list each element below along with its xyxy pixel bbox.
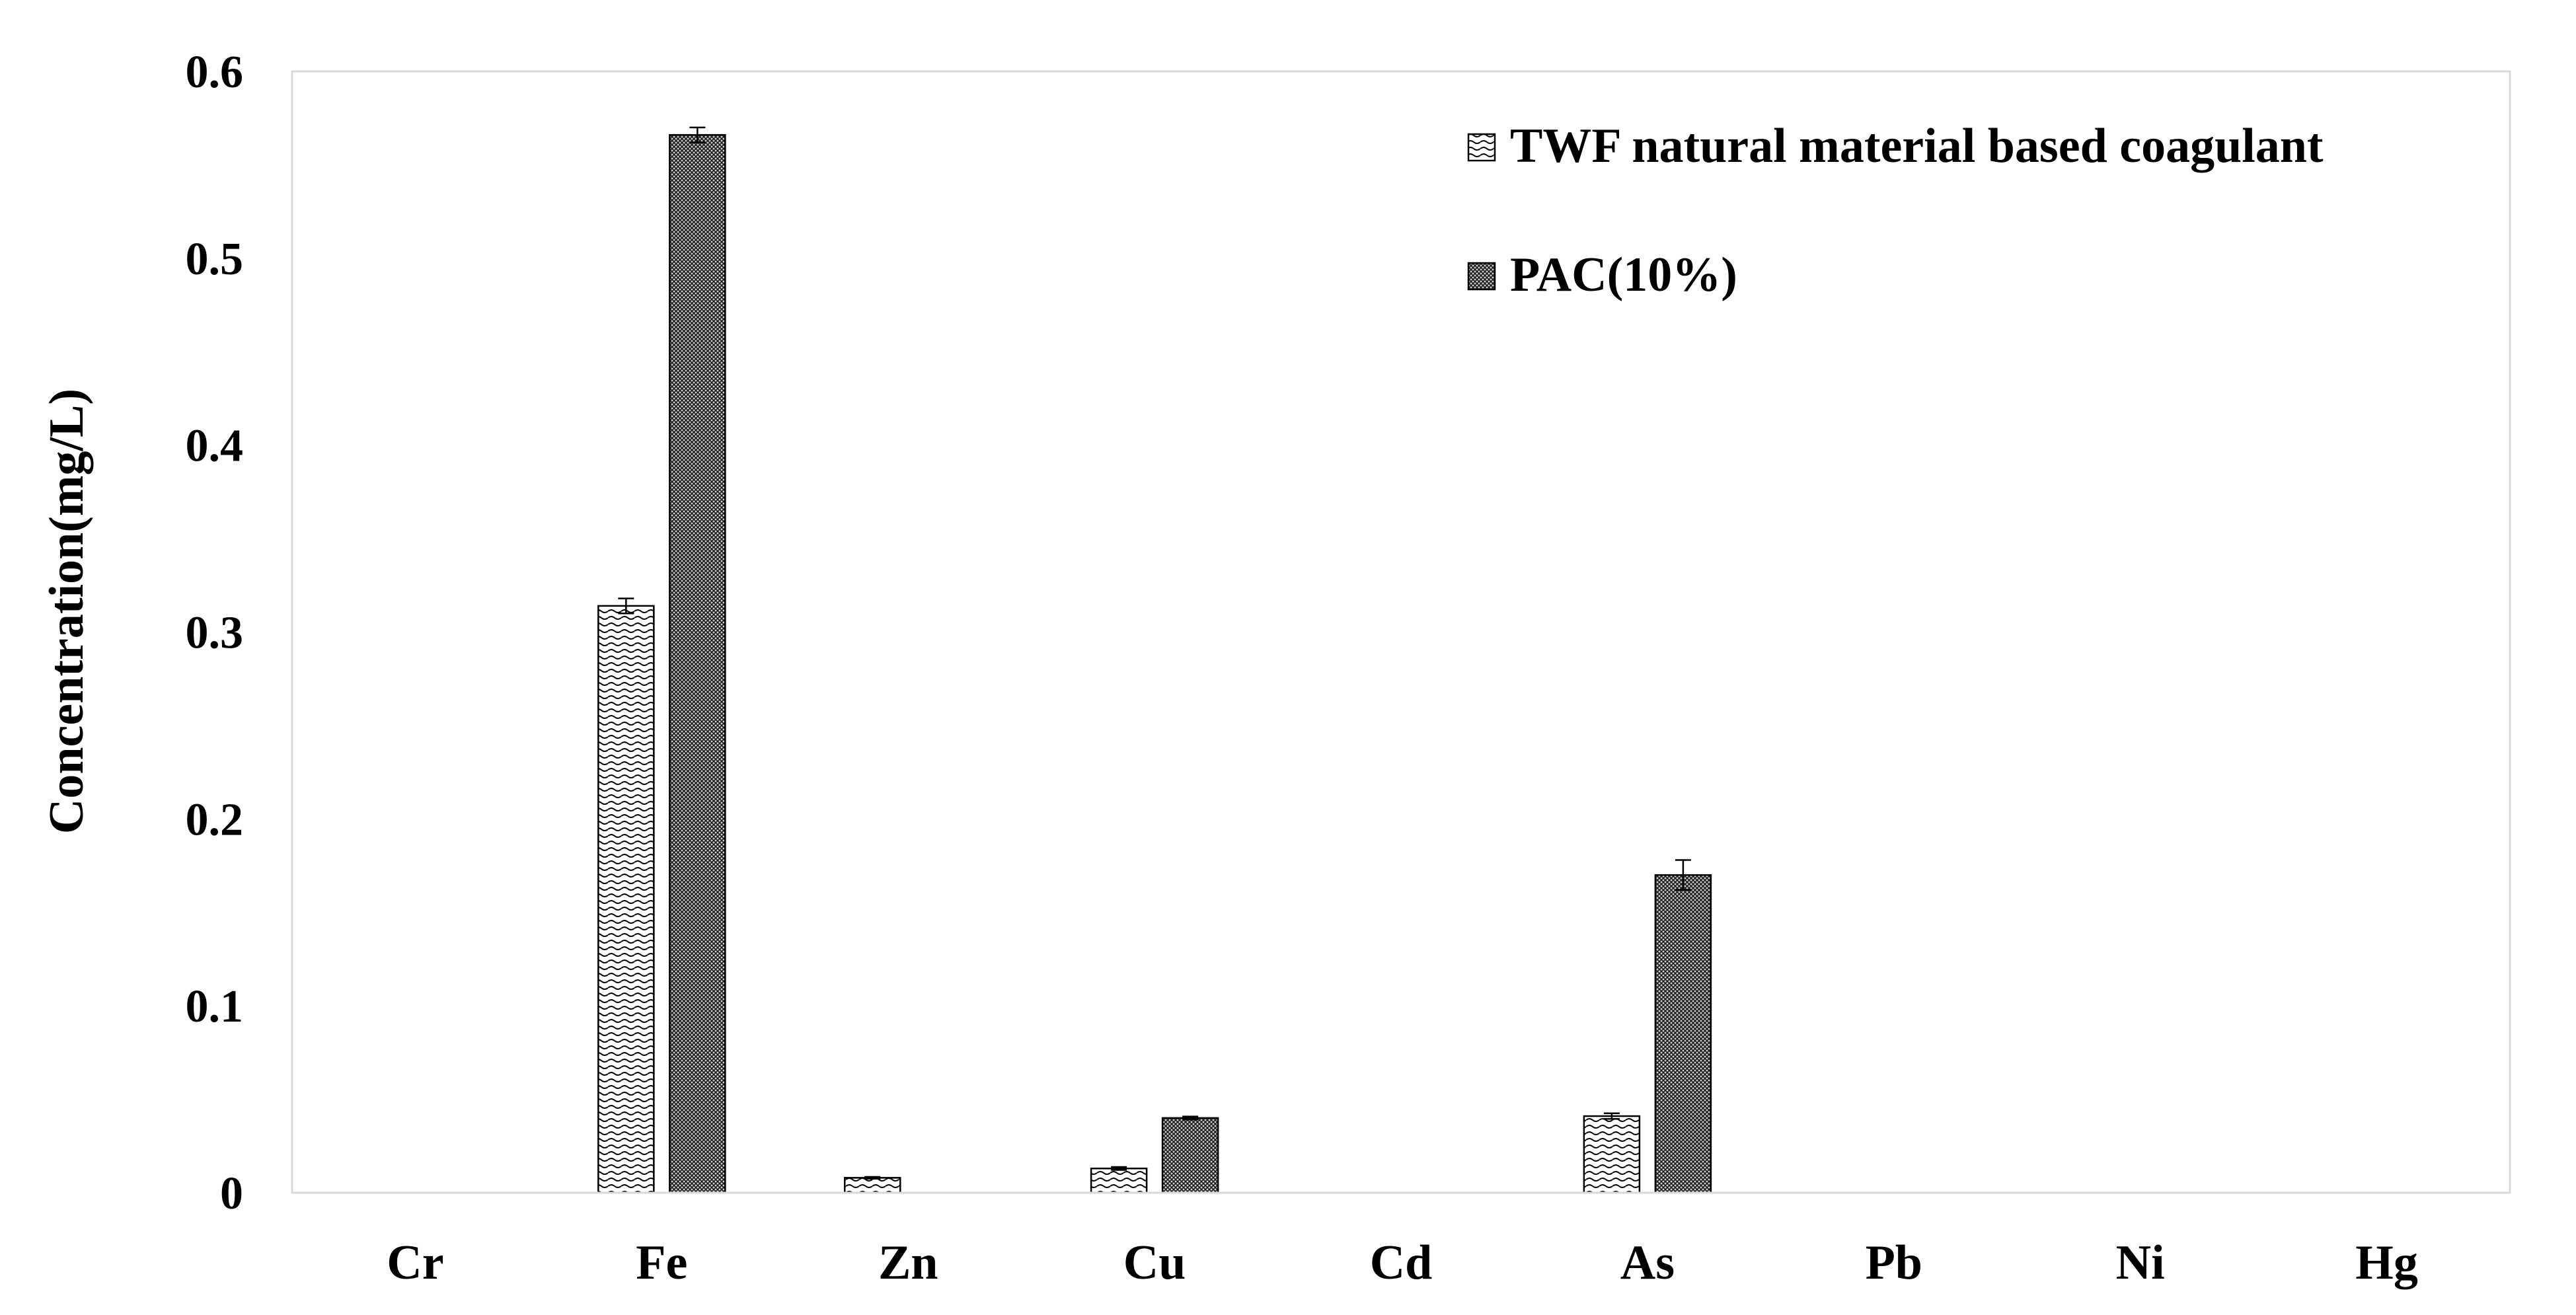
bar [843, 1177, 901, 1194]
x-axis: Cr Fe Zn Cu Cd As Pb Ni Hg [292, 1191, 2510, 1290]
legend: TWF natural material based coagulant PAC(… [1467, 119, 2324, 302]
legend-swatch [1467, 262, 1496, 291]
x-tick-label: As [1620, 1236, 1675, 1290]
x-tick-label: Zn [878, 1236, 938, 1290]
x-tick-label: Cu [1123, 1236, 1186, 1290]
y-tick-label: 0 [220, 1168, 243, 1219]
y-tick-label: 0.3 [186, 608, 244, 659]
legend-label: TWF natural material based coagulant [1510, 119, 2324, 173]
bars-group [597, 126, 1712, 1194]
y-axis: 0 0.1 0.2 0.3 0.4 0.5 0.6 [186, 47, 244, 1219]
x-tick-label: Ni [2116, 1236, 2165, 1290]
bar [1161, 1117, 1219, 1194]
bar [1090, 1167, 1148, 1194]
y-tick-label: 0.2 [186, 794, 244, 845]
x-tick-label: Cd [1370, 1236, 1433, 1290]
legend-swatch [1467, 133, 1496, 162]
x-tick-label: Hg [2355, 1236, 2418, 1290]
y-tick-label: 0.6 [186, 47, 244, 98]
y-tick-label: 0.1 [186, 981, 244, 1032]
x-tick-label: Cr [387, 1236, 443, 1290]
bar [597, 605, 655, 1194]
legend-label: PAC(10%) [1510, 248, 1737, 302]
bar [1654, 874, 1712, 1194]
x-tick-label: Fe [636, 1236, 687, 1290]
y-tick-label: 0.5 [186, 234, 244, 285]
bar [669, 133, 726, 1194]
y-tick-label: 0.4 [186, 421, 244, 472]
y-axis-label: Concentration(mg/L) [40, 389, 94, 834]
x-tick-label: Pb [1866, 1236, 1922, 1290]
bar [1583, 1115, 1641, 1194]
